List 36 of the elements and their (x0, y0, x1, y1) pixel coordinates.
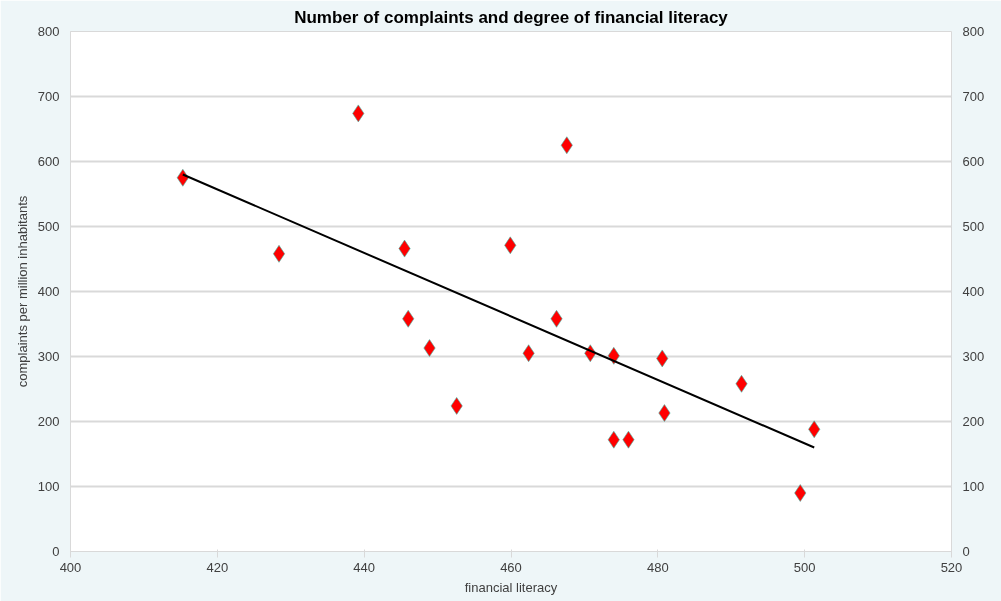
y2-tick-label: 800 (962, 24, 985, 39)
point (658, 404, 671, 422)
y-tick-label: 400 (37, 284, 60, 299)
y-tick-label: 600 (37, 154, 60, 169)
x-tick-label: 400 (59, 559, 82, 575)
y-tick-label: 0 (52, 544, 60, 559)
point (607, 347, 620, 365)
y2-tick-label: 700 (962, 89, 985, 104)
x-tick-label: 420 (206, 559, 229, 575)
point (794, 484, 807, 502)
point (423, 339, 436, 357)
y-tick-label: 100 (37, 479, 60, 494)
point (735, 375, 748, 393)
point (550, 310, 563, 328)
chart-title: Number of complaints and degree of financial literacy (294, 7, 729, 27)
y-axis-title: complaints per million inhabitants (14, 195, 30, 388)
y2-tick-label: 300 (962, 349, 985, 364)
x-tick-label: 440 (353, 559, 376, 575)
x-tick-label: 480 (646, 559, 669, 575)
y2-tick-label: 600 (962, 154, 985, 169)
x-tick-label: 500 (793, 559, 816, 575)
y-tick-label: 300 (37, 349, 60, 364)
y2-tick-label: 100 (962, 479, 985, 494)
y2-tick-label: 400 (962, 284, 985, 299)
x-axis-title: financial literacy (464, 579, 558, 595)
y-tick-label: 200 (37, 414, 60, 429)
y-tick-label: 700 (37, 89, 60, 104)
x-tick-label: 520 (940, 559, 963, 575)
point (450, 397, 463, 415)
x-tick-label: 460 (500, 559, 522, 575)
y2-tick-label: 500 (962, 219, 985, 234)
y2-tick-label: 0 (962, 544, 970, 559)
y-tick-label: 500 (37, 219, 60, 234)
y-tick-label: 800 (37, 24, 60, 39)
y2-tick-label: 200 (962, 414, 985, 429)
point (402, 310, 415, 328)
